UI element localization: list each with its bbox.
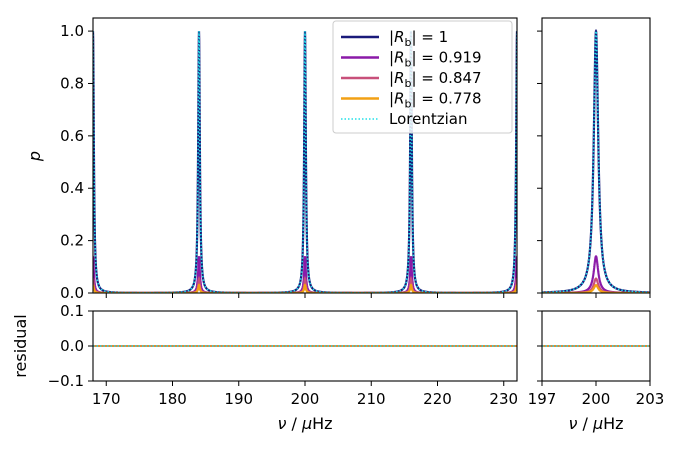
residual-left-xtick-label-1: 180 xyxy=(158,390,187,408)
residual-ylabel: residual xyxy=(11,314,30,377)
legend-label-1: |Rb| = 0.919 xyxy=(389,49,482,70)
main-right-series-4 xyxy=(542,29,650,293)
main-left-ytick-label-2: 0.4 xyxy=(60,179,84,197)
residual-left-xtick-label-3: 200 xyxy=(291,390,320,408)
main-right-series-group xyxy=(542,28,650,293)
legend-label-4: Lorentzian xyxy=(389,110,467,128)
residual-left-xtick-label-0: 170 xyxy=(92,390,121,408)
residual-left-xlabel: ν / μHz xyxy=(277,414,332,433)
main-left-ytick-label-0: 0.0 xyxy=(60,284,84,302)
residual-left-ytick-label-1: 0.0 xyxy=(60,337,84,355)
legend-label-3: |Rb| = 0.778 xyxy=(389,90,482,111)
residual-left-ytick-label-2: 0.1 xyxy=(60,302,84,320)
main-right-series-0 xyxy=(542,28,650,293)
main-left-ytick-label-5: 1.0 xyxy=(60,22,84,40)
main-left-ytick-label-4: 0.8 xyxy=(60,74,84,92)
legend-box xyxy=(332,20,513,134)
legend-label-2: |Rb| = 0.847 xyxy=(389,69,482,90)
legend: |Rb| = 1|Rb| = 0.919|Rb| = 0.847|Rb| = 0… xyxy=(332,20,513,134)
residual-right-xlabel: ν / μHz xyxy=(568,414,623,433)
main-left-ytick-label-1: 0.2 xyxy=(60,232,84,250)
main-left-ylabel: p xyxy=(25,151,44,162)
residual-right-xtick-label-1: 200 xyxy=(582,390,611,408)
residual-left-xtick-label-4: 210 xyxy=(357,390,386,408)
residual-left-xtick-label-5: 220 xyxy=(423,390,452,408)
main-left-ytick-label-3: 0.6 xyxy=(60,127,84,145)
main-right-series-1 xyxy=(542,255,650,293)
residual-left-ytick-label-0: −0.1 xyxy=(48,372,84,390)
residual-right-xtick-label-2: 203 xyxy=(636,390,665,408)
residual-left-xtick-label-6: 230 xyxy=(489,390,518,408)
residual-right-xtick-label-0: 197 xyxy=(528,390,557,408)
residual-left-xtick-label-2: 190 xyxy=(224,390,253,408)
legend-label-0: |Rb| = 1 xyxy=(389,28,448,49)
